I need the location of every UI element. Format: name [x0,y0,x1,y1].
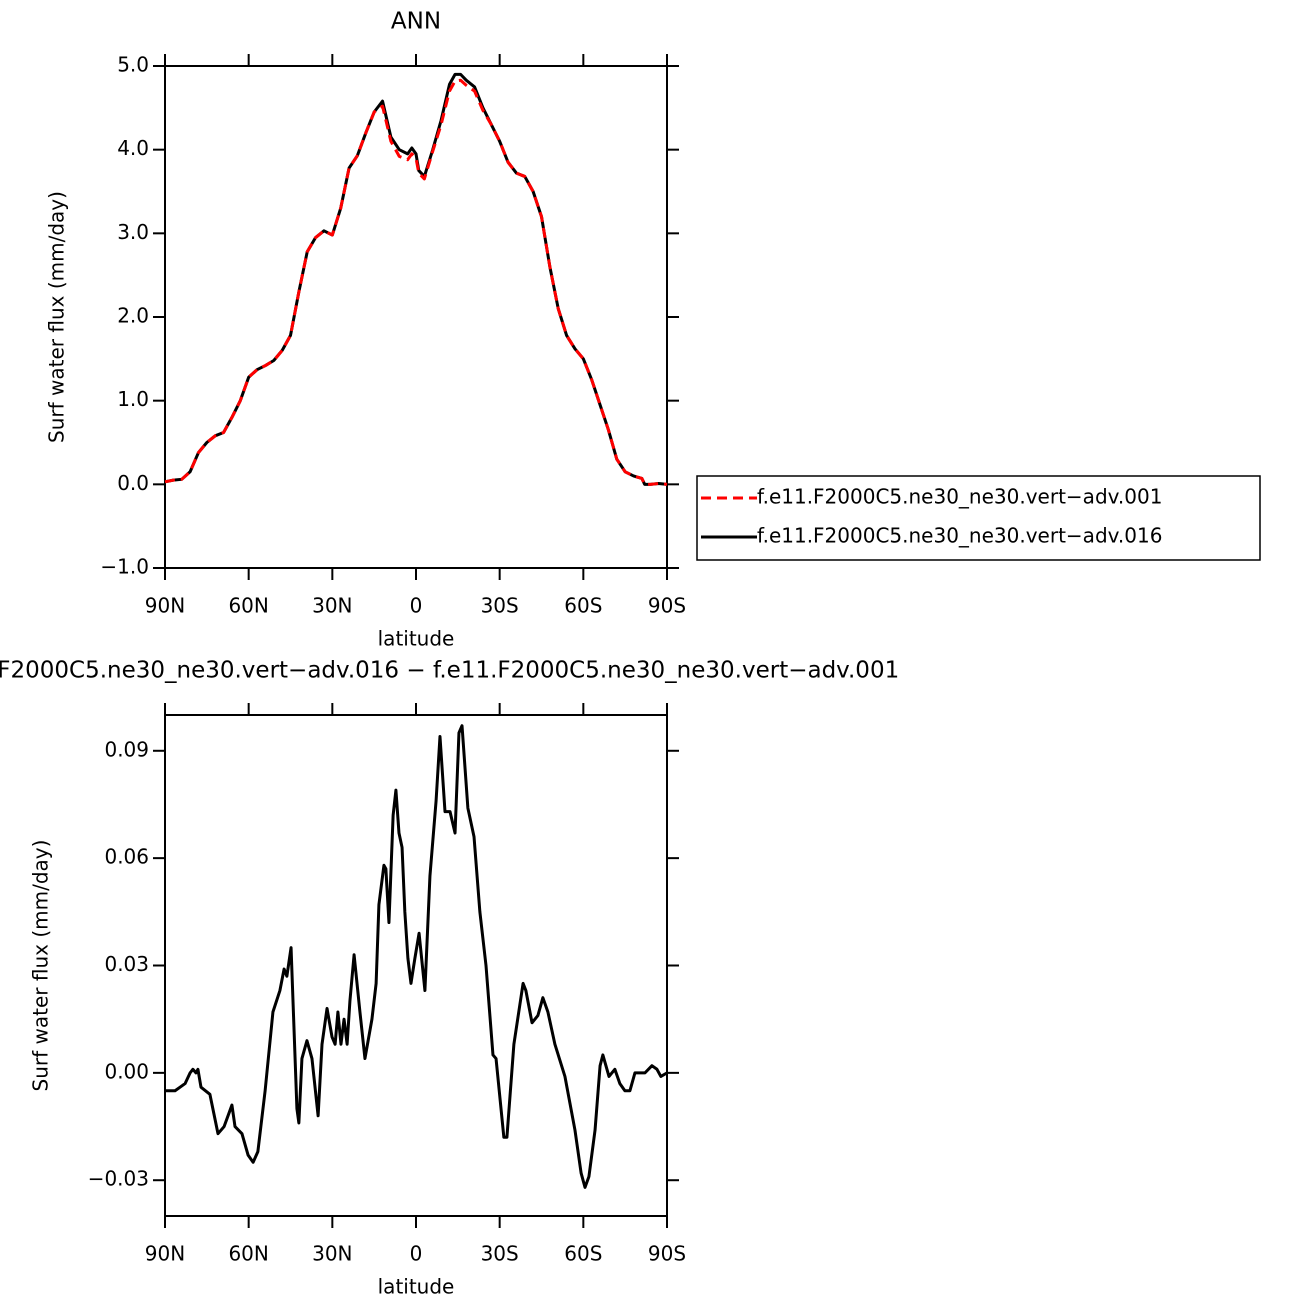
x-tick-label: 60N [228,1242,268,1266]
data-line [165,724,668,1189]
x-tick-label: 90N [145,1242,185,1266]
x-tick-label: 30S [481,594,519,618]
y-tick-label: 4.0 [117,136,149,160]
x-tick-label: 60S [564,1242,602,1266]
y-tick-label: 2.0 [117,304,149,328]
y-tick-label: 3.0 [117,220,149,244]
y-tick-label: 1.0 [117,387,149,411]
legend-label: f.e11.F2000C5.ne30_ne30.vert−adv.001 [757,485,1162,509]
x-tick-label: 90N [145,594,185,618]
y-tick-label: 0.0 [117,471,149,495]
y-tick-label: 0.09 [104,737,149,761]
y-axis-label: Surf water flux (mm/day) [29,840,53,1092]
plot-frame [164,714,668,1217]
y-axis-label: Surf water flux (mm/day) [45,191,69,443]
legend-box [696,475,1261,561]
chart-title: f.e11.F2000C5.ne30_ne30.vert−adv.016 − f… [0,658,899,684]
x-tick-label: 60S [564,594,602,618]
legend-label: f.e11.F2000C5.ne30_ne30.vert−adv.016 [757,524,1162,548]
y-tick-label: −1.0 [100,555,149,579]
chart-title: ANN [391,9,441,35]
y-tick-label: 5.0 [117,53,149,77]
y-tick-label: 0.06 [104,845,149,869]
x-tick-label: 30S [481,1242,519,1266]
data-line [164,72,668,486]
x-tick-label: 90S [648,594,686,618]
y-tick-label: −0.03 [88,1167,149,1191]
x-tick-label: 30N [312,594,352,618]
x-axis-label: latitude [378,1275,455,1299]
plot-frame [164,65,668,569]
y-tick-label: 0.00 [104,1059,149,1083]
data-line [164,78,668,486]
x-tick-label: 60N [228,594,268,618]
x-axis-label: latitude [378,627,455,651]
x-tick-label: 0 [410,594,423,618]
x-tick-label: 30N [312,1242,352,1266]
x-tick-label: 90S [648,1242,686,1266]
y-tick-label: 0.03 [104,952,149,976]
x-tick-label: 0 [410,1242,423,1266]
